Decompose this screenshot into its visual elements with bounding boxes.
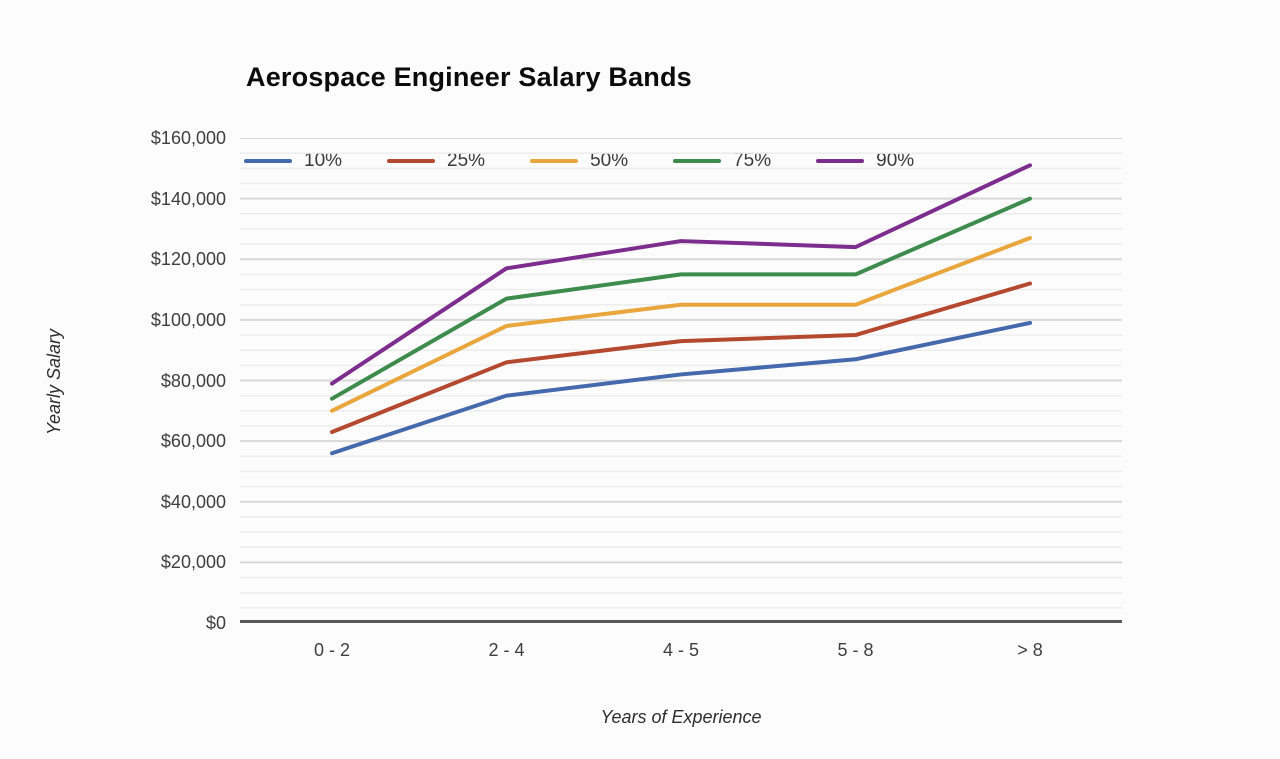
x-tick-label: 2 - 4 xyxy=(488,640,525,660)
series-line-75pct xyxy=(330,196,1032,401)
y-tick-label: $160,000 xyxy=(150,128,226,148)
legend-item-10pct: 10% xyxy=(244,150,342,172)
legend-item-90pct: 90% xyxy=(816,150,914,172)
y-tick-label: $140,000 xyxy=(150,188,226,209)
legend-line-swatch-icon xyxy=(530,159,579,163)
y-tick-label: $40,000 xyxy=(160,491,226,512)
chart-title: Aerospace Engineer Salary Bands xyxy=(246,62,692,92)
plot-area xyxy=(240,138,1122,623)
series-line-25pct xyxy=(330,281,1032,435)
legend-line-swatch-icon xyxy=(816,159,865,163)
x-tick-label: > 8 xyxy=(1017,640,1043,660)
x-axis-tick-labels: 0 - 2 2 - 4 4 - 5 5 - 8 > 8 xyxy=(240,639,1122,663)
y-tick-label: $120,000 xyxy=(150,249,226,270)
x-tick-label: 5 - 8 xyxy=(837,640,874,660)
legend-label: 25% xyxy=(447,150,486,171)
legend-item-25pct: 25% xyxy=(387,150,485,172)
y-axis-title-wrap: Yearly Salary xyxy=(44,232,66,532)
y-tick-label: $100,000 xyxy=(150,309,226,330)
legend-label: 10% xyxy=(304,150,343,171)
series-line-10pct xyxy=(330,320,1032,456)
y-tick-label: $80,000 xyxy=(160,370,226,391)
series-line-50pct xyxy=(330,236,1032,413)
legend-line-swatch-icon xyxy=(244,159,292,163)
y-axis-title: Yearly Salary xyxy=(44,328,64,436)
legend-item-50pct: 50% xyxy=(530,150,628,172)
y-tick-label: $60,000 xyxy=(160,431,226,452)
y-axis-tick-labels: $160,000 $140,000 $120,000 $100,000 $80,000 $… xyxy=(0,128,226,633)
legend-line-swatch-icon xyxy=(673,159,722,163)
y-tick-label: $20,000 xyxy=(160,552,226,573)
x-tick-label: 0 - 2 xyxy=(313,640,351,660)
series-line-90pct xyxy=(330,163,1032,386)
legend-label: 50% xyxy=(590,150,629,171)
legend-line-swatch-icon xyxy=(387,159,436,163)
legend-label: 90% xyxy=(876,150,915,171)
chart-legend: 10% 25% 50% 75% 90% xyxy=(244,150,914,172)
x-axis-title: Years of Experience xyxy=(600,707,762,727)
x-axis-title-wrap: Years of Experience xyxy=(240,707,1122,729)
y-tick-label: $0 xyxy=(205,613,226,633)
x-tick-label: 4 - 5 xyxy=(662,640,700,660)
legend-item-75pct: 75% xyxy=(673,150,771,172)
legend-label: 75% xyxy=(733,150,772,171)
line-chart-svg xyxy=(240,138,1122,623)
